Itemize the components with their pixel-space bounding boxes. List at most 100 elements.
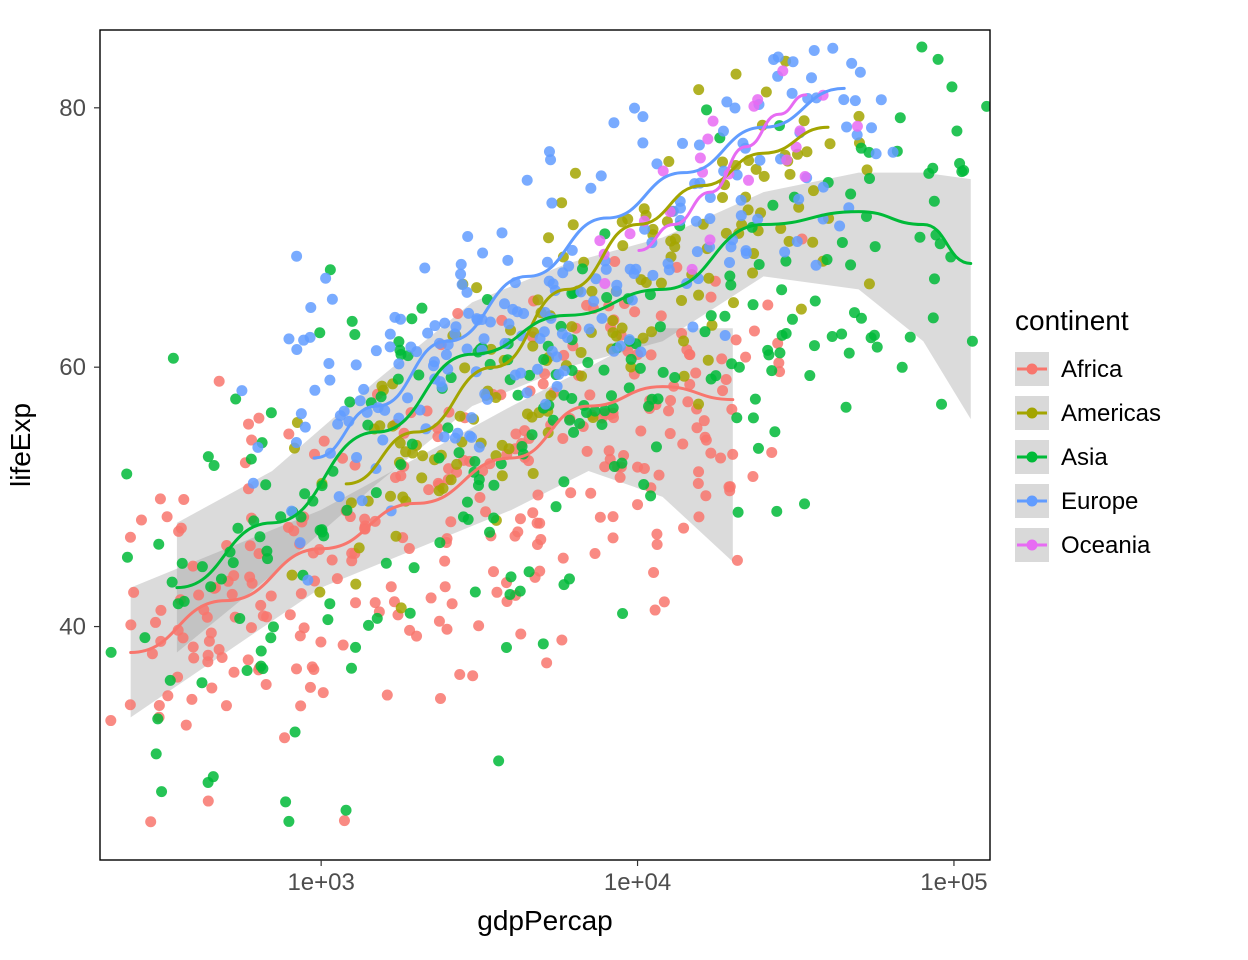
data-point	[787, 88, 798, 99]
data-point	[186, 694, 197, 705]
data-point	[435, 693, 446, 704]
data-point	[678, 336, 689, 347]
data-point	[852, 121, 863, 132]
data-point	[753, 443, 764, 454]
data-point	[499, 298, 510, 309]
data-point	[718, 126, 729, 137]
data-point	[625, 264, 636, 275]
data-point	[752, 94, 763, 105]
data-point	[203, 796, 214, 807]
data-point	[428, 360, 439, 371]
data-point	[809, 45, 820, 56]
data-point	[635, 346, 646, 357]
data-point	[687, 322, 698, 333]
data-point	[916, 42, 927, 53]
data-point	[405, 608, 416, 619]
data-point	[895, 112, 906, 123]
data-point	[699, 415, 710, 426]
data-point	[677, 438, 688, 449]
data-point	[538, 354, 549, 365]
data-point	[524, 566, 535, 577]
data-point	[771, 506, 782, 517]
data-point	[434, 453, 445, 464]
data-point	[515, 629, 526, 640]
data-point	[615, 472, 626, 483]
data-point	[395, 470, 406, 481]
data-point	[155, 493, 166, 504]
data-point	[377, 434, 388, 445]
data-point	[202, 612, 213, 623]
data-point	[625, 228, 636, 239]
data-point	[888, 147, 899, 158]
data-point	[243, 654, 254, 665]
data-point	[488, 512, 499, 523]
data-point	[385, 329, 396, 340]
data-point	[638, 479, 649, 490]
data-point	[582, 446, 593, 457]
data-point	[291, 663, 302, 674]
data-point	[546, 198, 557, 209]
data-point	[700, 490, 711, 501]
data-point	[279, 732, 290, 743]
data-point	[804, 370, 815, 381]
data-point	[766, 447, 777, 458]
data-point	[295, 537, 306, 548]
data-point	[866, 332, 877, 343]
data-point	[708, 116, 719, 127]
data-point	[702, 133, 713, 144]
data-point	[221, 700, 232, 711]
data-point	[844, 348, 855, 359]
data-point	[656, 278, 667, 289]
data-point	[601, 292, 612, 303]
data-point	[228, 570, 239, 581]
data-point	[429, 320, 440, 331]
data-point	[402, 392, 413, 403]
data-point	[350, 579, 361, 590]
data-point	[252, 442, 263, 453]
data-point	[438, 483, 449, 494]
data-point	[611, 286, 622, 297]
data-point	[637, 137, 648, 148]
data-point	[584, 389, 595, 400]
data-point	[338, 640, 349, 651]
data-point	[106, 647, 117, 658]
data-point	[246, 454, 257, 465]
data-point	[409, 562, 420, 573]
data-point	[484, 527, 495, 538]
data-point	[358, 384, 369, 395]
data-point	[766, 365, 777, 376]
data-point	[693, 478, 704, 489]
data-point	[283, 429, 294, 440]
data-point	[320, 273, 331, 284]
data-point	[341, 805, 352, 816]
data-point	[332, 573, 343, 584]
data-point	[759, 171, 770, 182]
data-point	[545, 154, 556, 165]
data-point	[743, 175, 754, 186]
data-point	[339, 815, 350, 826]
data-point	[125, 619, 136, 630]
data-point	[324, 375, 335, 386]
data-point	[654, 470, 665, 481]
data-point	[390, 531, 401, 542]
data-point	[496, 227, 507, 238]
data-point	[341, 505, 352, 516]
data-point	[779, 247, 790, 258]
data-point	[452, 308, 463, 319]
data-point	[677, 138, 688, 149]
data-point	[585, 183, 596, 194]
data-point	[203, 650, 214, 661]
data-point	[471, 282, 482, 293]
data-point	[497, 470, 508, 481]
data-point	[732, 555, 743, 566]
data-point	[314, 587, 325, 598]
data-point	[595, 512, 606, 523]
data-point	[296, 408, 307, 419]
data-point	[731, 334, 742, 345]
data-point	[151, 748, 162, 759]
data-point	[731, 69, 742, 80]
data-point	[726, 358, 737, 369]
y-axis-title: lifeExp	[5, 403, 36, 487]
data-point	[818, 182, 829, 193]
data-point	[327, 555, 338, 566]
